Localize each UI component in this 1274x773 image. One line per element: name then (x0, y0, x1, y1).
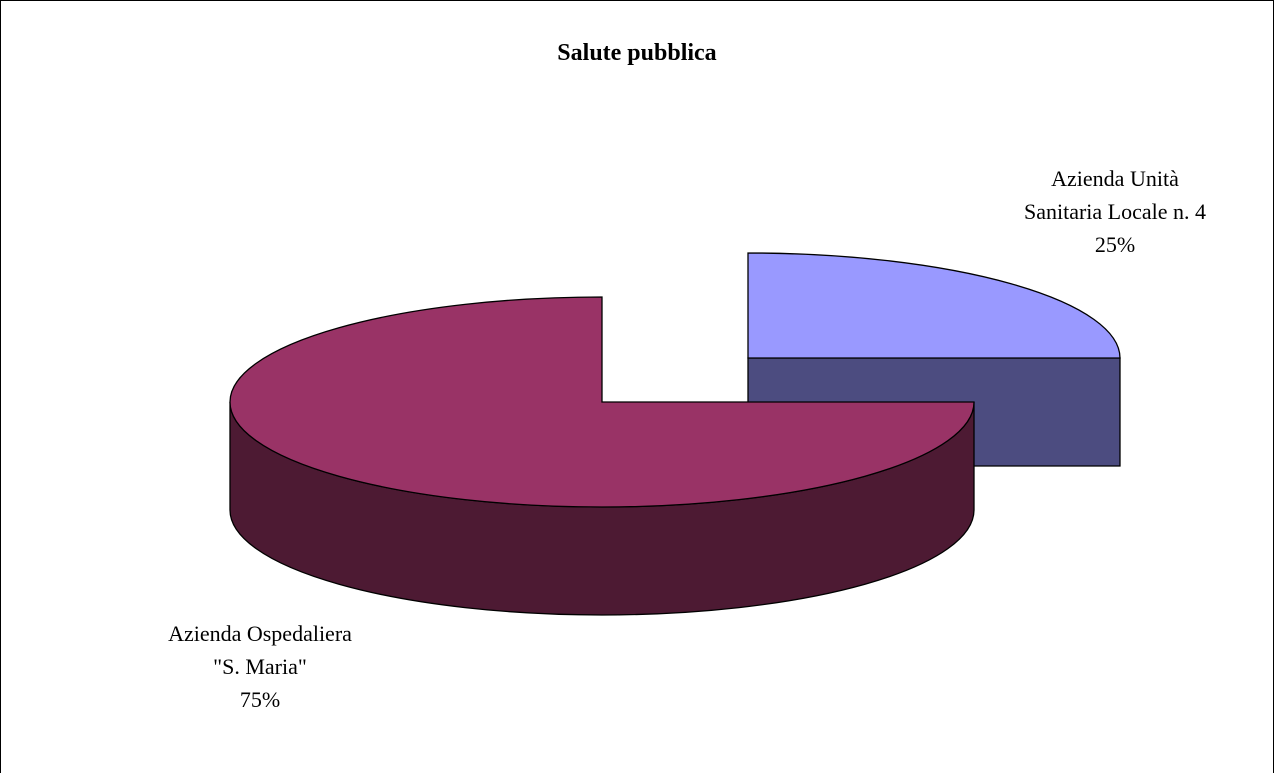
slice-label-asl-line1: Azienda Unità (1051, 166, 1179, 191)
slice-label-asl-line2: Sanitaria Locale n. 4 (1023, 199, 1207, 224)
slice-label-ospedaliera: Azienda Ospedaliera "S. Maria" 75% (120, 617, 400, 716)
slice-ospedaliera-top (229, 296, 975, 508)
slice-label-ospedaliera-line2: "S. Maria" (213, 654, 307, 679)
chart-title: Salute pubblica (557, 40, 717, 66)
slice-label-asl: Azienda Unità Sanitaria Locale n. 4 25% (975, 162, 1255, 261)
slice-label-ospedaliera-line1: Azienda Ospedaliera (168, 621, 352, 646)
slice-label-asl-percent: 25% (1094, 232, 1136, 257)
slice-label-ospedaliera-percent: 75% (239, 687, 281, 712)
slice-asl-top (747, 252, 1121, 359)
